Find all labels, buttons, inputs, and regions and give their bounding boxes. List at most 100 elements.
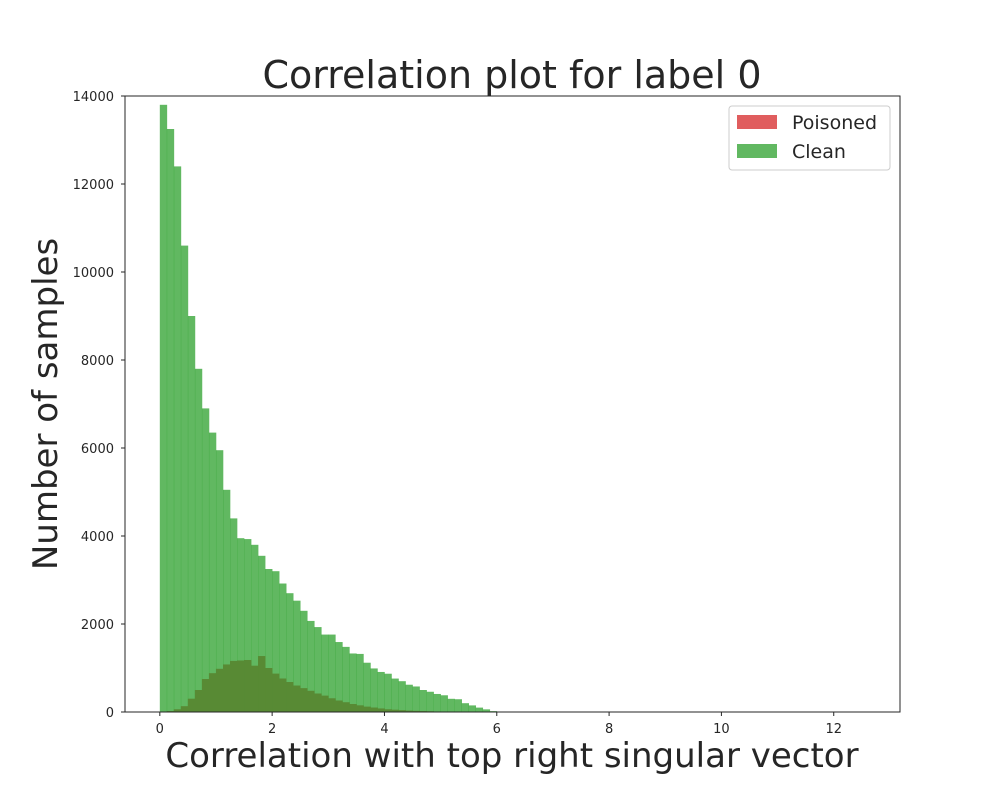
bar-clean [384,673,392,712]
bar-overlap [173,709,182,712]
bar-overlap [180,706,189,712]
bar-clean [258,555,266,712]
x-tick-label: 4 [380,722,388,737]
bar-overlap [377,708,385,712]
legend-label-clean: Clean [792,141,846,163]
bar-clean [391,678,399,712]
bar-overlap [342,702,350,712]
y-tick-label: 2000 [81,618,114,633]
bar-overlap [286,682,294,712]
bar-overlap [307,690,315,712]
bar-clean [412,686,420,712]
bar-overlap [215,668,224,712]
y-tick-label: 0 [106,706,114,721]
bar-clean [321,634,329,712]
bar-overlap [230,660,238,712]
x-tick-label: 6 [493,722,501,737]
bar-clean [223,489,231,712]
bar-clean [208,432,217,712]
bar-clean [433,693,441,712]
bar-clean [272,571,280,712]
bar-overlap [194,690,203,712]
bar-clean [440,695,448,712]
bar-overlap [244,660,252,712]
bar-clean [300,610,308,712]
bar-overlap [300,688,308,712]
bar-overlap [272,673,280,712]
bar-clean [363,662,371,712]
x-axis-ticks: 0 2 4 6 8 10 12 [156,712,842,737]
bar-clean [307,620,315,712]
bar-clean [230,518,238,712]
bar-overlap [237,660,245,712]
bar-clean [237,538,245,712]
bar-clean [405,684,413,712]
bar-overlap [391,709,399,712]
bar-overlap [321,695,329,712]
chart-title: Correlation plot for label 0 [262,53,761,97]
bar-clean [335,642,343,712]
x-axis-label: Correlation with top right singular vect… [165,736,858,776]
bar-clean [328,634,336,712]
bar-overlap [223,664,231,712]
x-tick-label: 8 [605,722,613,737]
bar-overlap [187,698,196,712]
bar-clean [461,703,469,712]
bar-clean [342,646,350,712]
bar-clean [215,450,224,712]
y-axis-ticks: 0 2000 4000 6000 8000 10000 12000 14000 [73,90,125,721]
bar-overlap [265,668,273,712]
bar-clean [426,691,434,712]
y-tick-label: 10000 [73,266,114,281]
bar-clean [180,245,189,712]
legend: Poisoned Clean [728,105,891,171]
x-tick-label: 12 [825,722,842,737]
bar-clean [356,653,364,712]
bar-overlap [412,710,420,712]
y-axis-label: Number of samples [26,238,66,570]
bar-clean [201,408,210,712]
bar-clean [293,600,301,712]
bar-clean [187,316,196,712]
y-tick-label: 14000 [73,90,114,105]
bar-overlap [328,698,336,712]
bar-overlap [349,704,357,712]
bar-overlap [405,710,413,712]
bar-overlap [335,700,343,712]
bar-overlap [363,706,371,712]
histogram-overlap-bars [166,656,455,712]
bar-clean [244,539,252,712]
x-tick-label: 2 [268,722,276,737]
bar-clean [159,104,168,713]
bar-clean [279,583,287,712]
x-tick-label: 0 [156,722,164,737]
bar-clean [286,593,294,712]
bar-overlap [314,693,322,712]
bar-overlap [251,665,259,712]
y-tick-label: 6000 [81,442,114,457]
bar-clean [265,569,273,712]
bar-clean [475,707,484,712]
legend-swatch-poisoned [737,115,777,129]
bar-overlap [279,678,287,712]
bar-clean [194,368,203,712]
bar-clean [251,544,259,712]
legend-swatch-clean [737,144,777,158]
legend-label-poisoned: Poisoned [792,112,877,134]
y-tick-label: 8000 [81,354,114,369]
bar-clean [447,698,455,712]
bar-clean [166,129,175,712]
bar-overlap [293,685,301,712]
bar-clean [454,699,462,712]
y-tick-label: 4000 [81,530,114,545]
x-tick-label: 10 [713,722,730,737]
bar-overlap [356,705,364,712]
bar-overlap [370,707,378,712]
bar-overlap [201,679,210,712]
bar-clean [468,705,477,712]
bar-clean [173,166,182,712]
y-tick-label: 12000 [73,178,114,193]
bar-clean [349,653,357,712]
plot-area [124,95,901,713]
